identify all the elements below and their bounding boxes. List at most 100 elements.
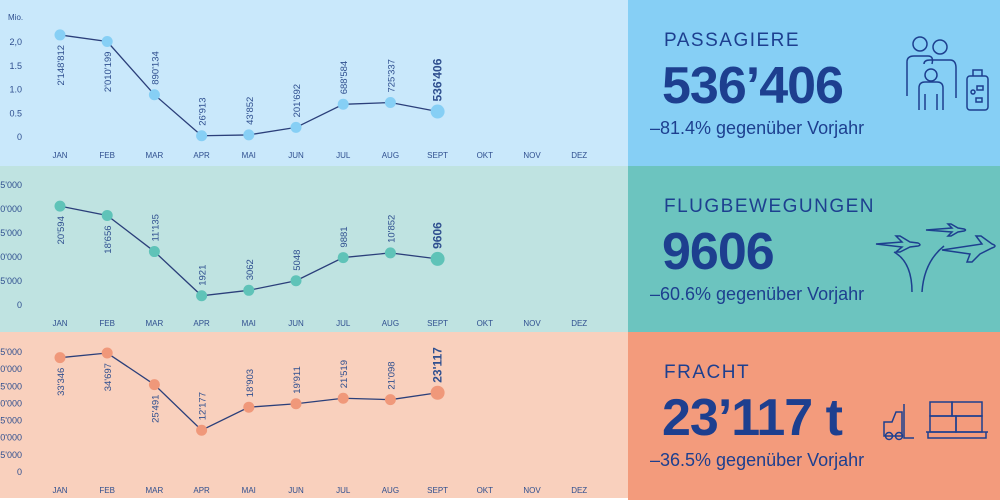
panel-change: –81.4% gegenüber Vorjahr: [650, 118, 865, 138]
x-tick-label: SEPT: [427, 319, 448, 328]
data-label: 725'337: [386, 59, 397, 93]
data-point: [101, 36, 113, 48]
y-tick-label: 15'000: [0, 228, 22, 238]
panel-fracht: FRACHT 23’117 t –36.5% gegenüber Vorjahr: [628, 332, 1000, 500]
y-tick-label: 2,0: [9, 37, 22, 47]
data-point: [196, 130, 208, 142]
x-tick-label: JUL: [336, 151, 351, 160]
x-tick-label: JAN: [52, 319, 67, 328]
x-tick-label: FEB: [99, 151, 115, 160]
data-point: [290, 398, 302, 410]
panel-change: –60.6% gegenüber Vorjahr: [650, 284, 865, 304]
data-label: 43'852: [245, 97, 256, 125]
y-tick-label: 5'000: [0, 450, 22, 460]
panel-title: FRACHT: [664, 362, 751, 383]
x-tick-label: DEZ: [571, 151, 587, 160]
y-tick-label: 0: [17, 132, 22, 142]
y-tick-label: 5'000: [0, 276, 22, 286]
data-label: 21'098: [386, 361, 397, 389]
data-point: [243, 284, 255, 296]
x-tick-label: NOV: [523, 319, 541, 328]
data-point: [196, 290, 208, 302]
data-label: 25'491: [150, 395, 161, 423]
x-tick-label: SEPT: [427, 151, 448, 160]
y-tick-label: 0: [17, 467, 22, 477]
data-point: [148, 379, 160, 391]
y-tick-label: 0: [17, 300, 22, 310]
y-tick-label: 25'000: [0, 381, 22, 391]
data-point: [148, 89, 160, 101]
data-point: [196, 424, 208, 436]
panel-flugbewegungen: FLUGBEWEGUNGEN 9606 –60.6% gegenüber Vor…: [628, 166, 1000, 332]
chart-flugbewegungen: 0 5'000 10'000 15'000 20'000 25'000 JAN FEB MAR A…: [0, 166, 628, 332]
x-tick-label: APR: [193, 151, 210, 160]
data-point: [290, 121, 302, 133]
panel-title: PASSAGIERE: [664, 30, 801, 51]
x-tick-label: MAR: [146, 151, 164, 160]
data-point: [337, 392, 349, 404]
x-tick-label: JUN: [288, 319, 304, 328]
data-label: 20'594: [56, 216, 67, 244]
y-tick-label: 0.5: [9, 108, 22, 118]
x-tick-label: APR: [193, 486, 210, 495]
data-point: [54, 29, 66, 41]
data-point: [101, 209, 113, 221]
x-tick-label: JAN: [52, 151, 67, 160]
panel-title: FLUGBEWEGUNGEN: [664, 196, 876, 217]
x-tick-label: APR: [193, 319, 210, 328]
y-tick-label: 1.0: [9, 85, 22, 95]
x-tick-label: JUN: [288, 151, 304, 160]
x-tick-label: MAR: [146, 319, 164, 328]
data-point: [54, 200, 66, 212]
airplanes-icon: [875, 223, 996, 292]
data-point: [290, 275, 302, 287]
data-label: 18'903: [245, 369, 256, 397]
data-label: 9881: [339, 226, 350, 247]
data-point: [54, 352, 66, 364]
family-luggage-icon: [906, 36, 989, 111]
panel-value: 23’117 t: [662, 389, 843, 447]
band-fracht: 0 5'000 10'000 15'000 20'000 25'000 30'000 35'0…: [0, 332, 1000, 500]
panel-change: –36.5% gegenüber Vorjahr: [650, 450, 865, 470]
data-label: 890'134: [150, 51, 161, 85]
y-tick-label: 20'000: [0, 398, 22, 408]
data-point: [101, 347, 113, 359]
data-label: 3062: [245, 259, 256, 280]
data-label: 5048: [292, 250, 303, 271]
data-label: 18'656: [103, 225, 114, 253]
data-point: [337, 252, 349, 264]
chart-fracht: 0 5'000 10'000 15'000 20'000 25'000 30'000 35'0…: [0, 332, 628, 498]
data-point: [430, 251, 445, 266]
x-tick-label: JUL: [336, 486, 351, 495]
data-point: [430, 104, 445, 119]
data-point: [384, 97, 396, 109]
data-point: [148, 246, 160, 258]
x-tick-label: FEB: [99, 486, 115, 495]
data-label: 1921: [198, 265, 209, 286]
y-tick-label: 30'000: [0, 364, 22, 374]
x-tick-label: AUG: [382, 486, 399, 495]
x-tick-label: OKT: [477, 486, 494, 495]
data-label: 536'406: [431, 58, 445, 101]
x-tick-label: SEPT: [427, 486, 448, 495]
x-tick-label: AUG: [382, 319, 399, 328]
x-tick-label: MAI: [242, 319, 256, 328]
data-point: [337, 98, 349, 110]
y-tick-label: 15'000: [0, 416, 22, 426]
data-label: 2'010'199: [103, 52, 114, 93]
y-tick-label: 35'000: [0, 347, 22, 357]
data-label: 19'911: [292, 366, 303, 394]
panel-passagiere: PASSAGIERE 536’406 –81.4% gegenüber Vorj…: [628, 0, 1000, 166]
x-tick-label: DEZ: [571, 319, 587, 328]
y-tick-label: 1.5: [9, 61, 22, 71]
x-tick-label: NOV: [523, 486, 541, 495]
x-tick-label: JUL: [336, 319, 351, 328]
y-tick-label: 10'000: [0, 252, 22, 262]
x-tick-label: MAI: [242, 486, 256, 495]
panel-value: 9606: [662, 223, 775, 281]
data-label: 23'117: [431, 347, 445, 383]
y-tick-label: 20'000: [0, 204, 22, 214]
y-tick-label: 10'000: [0, 433, 22, 443]
data-point: [243, 129, 255, 141]
x-tick-label: AUG: [382, 151, 399, 160]
